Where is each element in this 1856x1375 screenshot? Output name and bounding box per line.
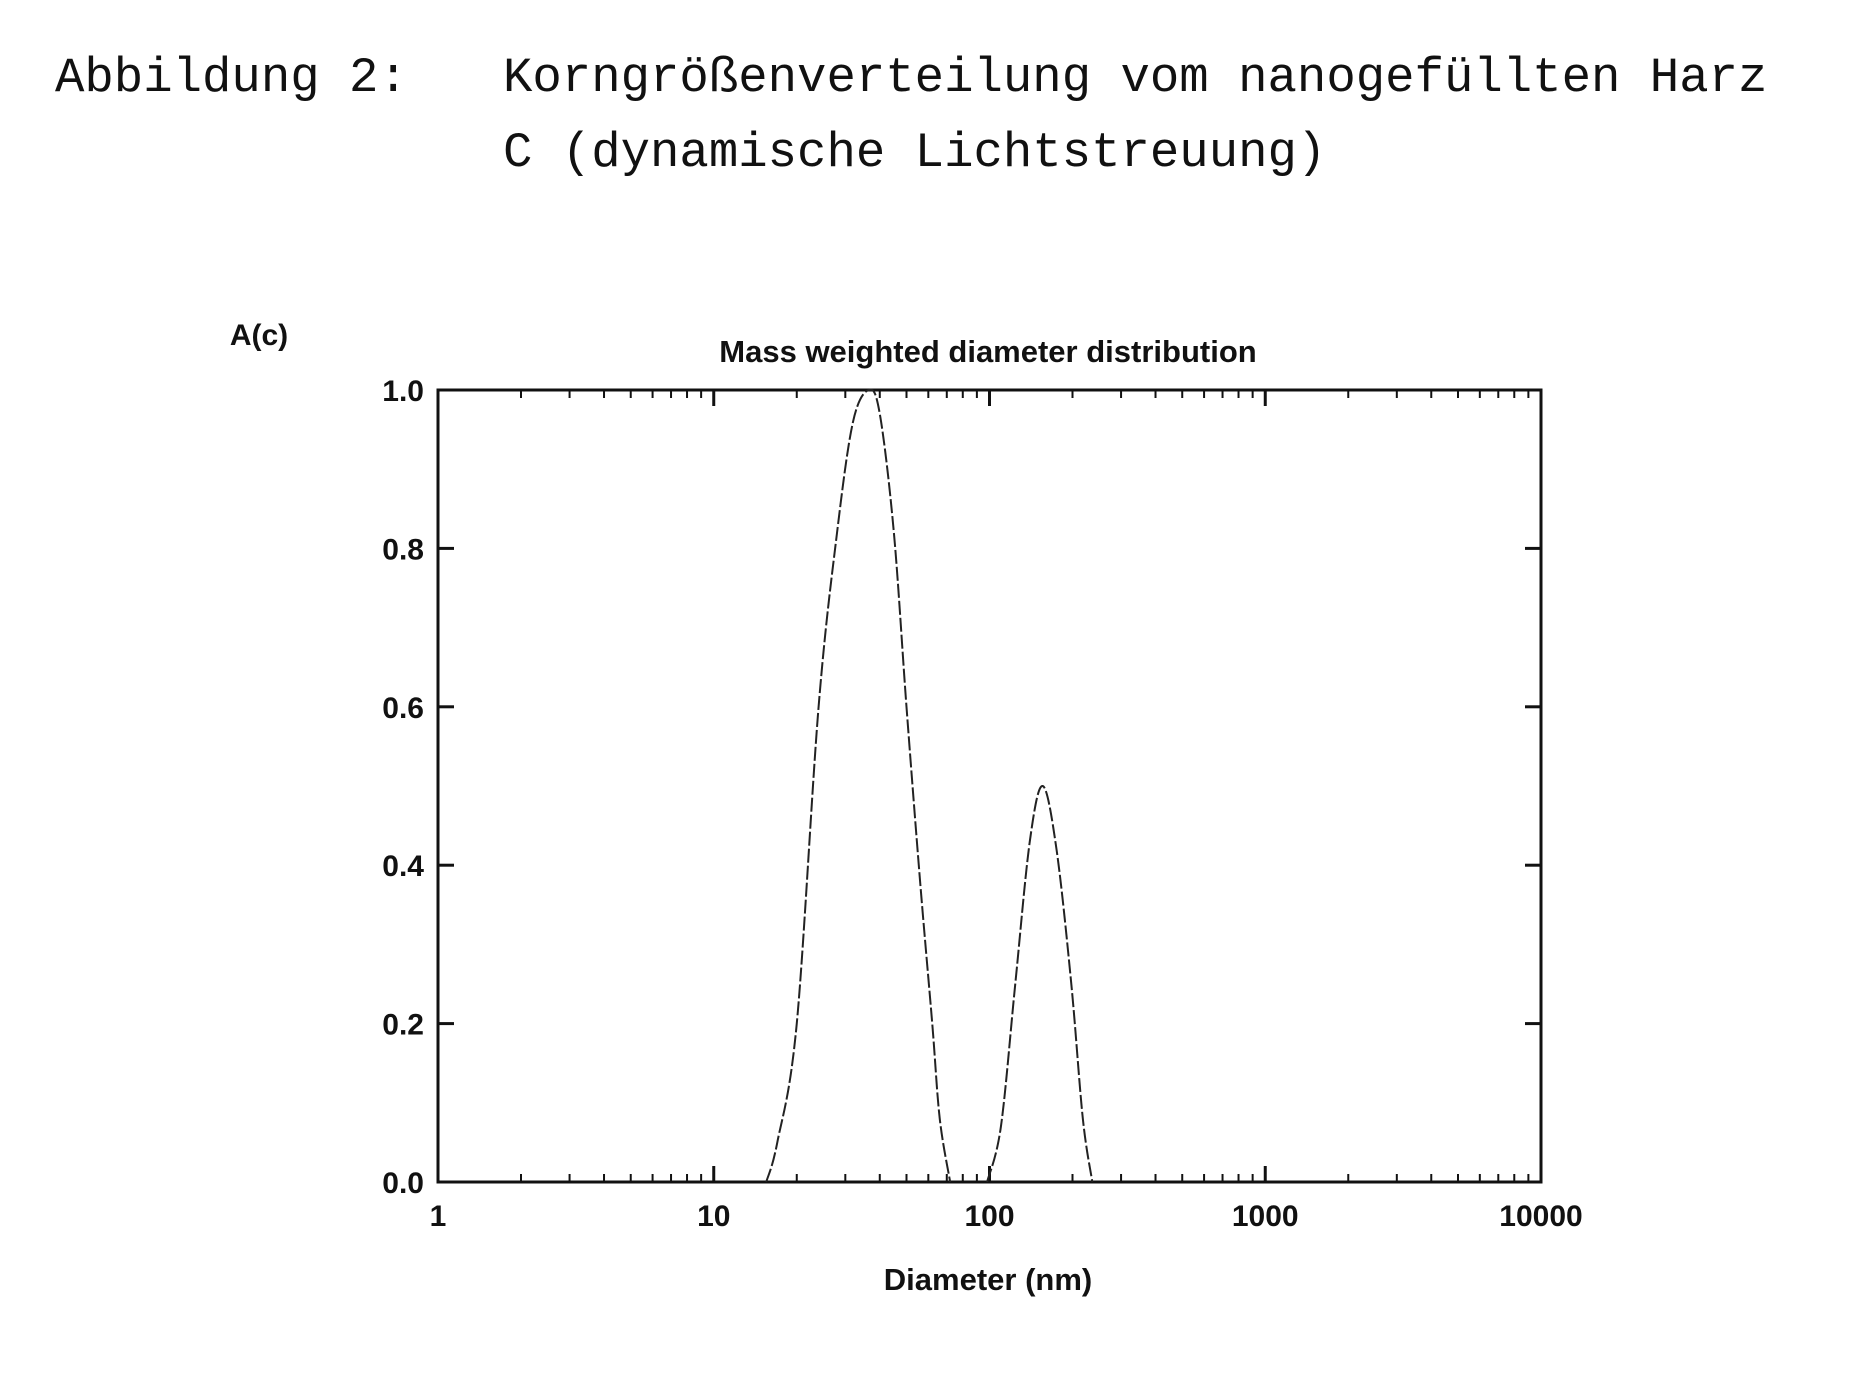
figure-label: Abbildung 2: — [55, 50, 408, 106]
chart-title: Mass weighted diameter distribution — [719, 334, 1256, 369]
y-tick-label: 0.4 — [382, 850, 424, 883]
x-tick-label: 10 — [697, 1200, 730, 1233]
x-axis-label: Diameter (nm) — [884, 1262, 1092, 1297]
x-tick-label: 1000 — [1232, 1200, 1299, 1233]
series-peak-2 — [986, 784, 1094, 1183]
y-tick-label: 1.0 — [382, 375, 424, 408]
figure-caption-line2: C (dynamische Lichtstreuung) — [503, 125, 1327, 181]
plot-frame — [436, 388, 1543, 1184]
x-tick-label: 1 — [430, 1200, 447, 1233]
y-axis-label: A(c) — [230, 319, 288, 352]
x-tick-label: 100 — [964, 1200, 1014, 1233]
y-tick-label: 0.6 — [382, 692, 424, 725]
y-tick-label: 0.2 — [382, 1009, 424, 1042]
series-peak-1 — [765, 388, 952, 1183]
y-tick-label: 0.8 — [382, 533, 424, 566]
figure-caption-line1: Korngrößenverteilung vom nanogefüllten H… — [503, 50, 1768, 106]
y-tick-label: 0.0 — [382, 1167, 424, 1200]
x-tick-label: 10000 — [1499, 1200, 1582, 1233]
